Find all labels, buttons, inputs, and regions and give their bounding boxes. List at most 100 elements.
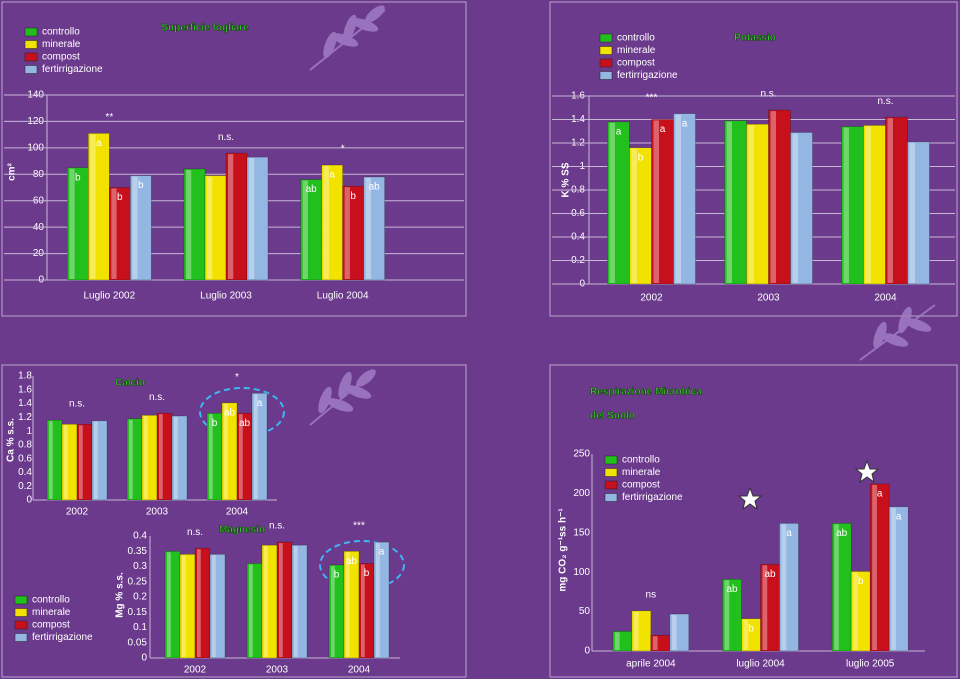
- bar-shine: [781, 524, 787, 650]
- x-tick-label: 2003: [266, 665, 289, 676]
- y-tick-label: 1.4: [18, 398, 32, 409]
- chart-title: Calcio: [115, 378, 145, 389]
- bar-shine: [228, 154, 234, 279]
- bar-shine: [264, 546, 268, 657]
- bar-shine: [724, 580, 730, 650]
- y-tick-label: 0.35: [128, 546, 148, 557]
- y-axis-label: K % SS: [561, 162, 572, 197]
- significance-letter: a: [379, 547, 385, 558]
- panel: [1, 364, 467, 678]
- bar: [209, 553, 226, 659]
- significance-letter: b: [638, 152, 644, 163]
- legend-swatch: [604, 455, 618, 465]
- bar-shine: [675, 114, 681, 283]
- y-axis-label: Mg % s.s.: [115, 572, 126, 618]
- significance-label: ns: [646, 589, 657, 600]
- chart-title: Potassio: [734, 33, 776, 44]
- bar-shine: [671, 614, 677, 650]
- x-tick-label: Luglio 2002: [83, 291, 135, 302]
- star-icon: [737, 486, 763, 511]
- significance-letter: a: [616, 126, 622, 137]
- bar-shine: [344, 187, 350, 279]
- legend-label: minerale: [617, 45, 656, 56]
- y-tick-label: 0.2: [18, 481, 32, 492]
- bar: [779, 523, 799, 652]
- chart-title: del Suolo: [590, 411, 635, 422]
- legend-label: minerale: [32, 607, 71, 618]
- significance-letter: ab: [764, 569, 776, 580]
- legend-label: minerale: [622, 467, 661, 478]
- y-axis-label: Ca % s.s.: [6, 418, 17, 462]
- y-tick-label: 1.6: [18, 384, 32, 395]
- bar-shine: [302, 180, 308, 279]
- bar-shine: [249, 158, 255, 279]
- bar-shine: [614, 632, 620, 650]
- legend-label: fertirrigazione: [42, 64, 103, 75]
- significance-label: n.s.: [149, 392, 165, 403]
- bar-shine: [743, 619, 749, 650]
- x-tick-label: Luglio 2003: [200, 291, 252, 302]
- legend-label: compost: [622, 480, 660, 491]
- bar-shine: [279, 543, 283, 657]
- bar-shine: [209, 414, 213, 499]
- significance-label: n.s.: [877, 96, 893, 107]
- bar-shine: [331, 565, 335, 657]
- x-tick-label: aprile 2004: [626, 659, 676, 670]
- bar-shine: [174, 416, 178, 499]
- panel: [1, 1, 467, 317]
- bar-shine: [144, 416, 148, 499]
- bar-shine: [239, 414, 243, 499]
- y-tick-label: 0.25: [128, 576, 148, 587]
- bar-shine: [79, 425, 83, 499]
- y-tick-label: 200: [573, 488, 590, 499]
- panel: [549, 364, 958, 678]
- y-tick-label: 1: [26, 426, 32, 437]
- legend-swatch: [24, 65, 38, 74]
- star-icon: [854, 459, 880, 484]
- legend-label: compost: [32, 620, 70, 631]
- bar-shine: [653, 120, 659, 283]
- bar-shine: [224, 403, 228, 499]
- y-tick-label: 0.4: [18, 467, 32, 478]
- y-tick-label: 0.15: [128, 607, 148, 618]
- y-tick-label: 250: [573, 449, 590, 460]
- x-tick-label: luglio 2005: [846, 659, 895, 670]
- legend-label: controllo: [622, 455, 660, 466]
- significance-letter: b: [117, 192, 123, 203]
- bar-shine: [294, 546, 298, 657]
- legend-label: compost: [42, 52, 80, 63]
- y-tick-label: 1.8: [18, 371, 32, 382]
- significance-letter: ab: [369, 182, 381, 193]
- bar-shine: [186, 170, 192, 279]
- legend-label: minerale: [42, 39, 81, 50]
- bar-shine: [207, 176, 213, 279]
- significance-label: n.s.: [269, 521, 285, 532]
- bar: [790, 132, 813, 285]
- bar-shine: [652, 636, 658, 650]
- significance-letter: a: [896, 511, 902, 522]
- bar-shine: [249, 564, 253, 657]
- bar-shine: [762, 565, 768, 650]
- chart-title: Superficie fogliare: [161, 23, 249, 34]
- bar: [907, 141, 930, 285]
- bar: [722, 578, 742, 652]
- legend-swatch: [604, 480, 618, 490]
- y-tick-label: 150: [573, 527, 590, 538]
- bar-shine: [872, 484, 877, 650]
- bar-shine: [212, 555, 216, 657]
- bar-shine: [365, 177, 371, 279]
- significance-letter: b: [212, 418, 218, 429]
- y-axis-label: cm²: [7, 162, 18, 180]
- significance-letter: a: [877, 489, 883, 500]
- bar-shine: [843, 127, 849, 283]
- bar-shine: [111, 188, 117, 279]
- leaf-decoration: [309, 5, 386, 71]
- leaf-decoration: [859, 304, 936, 361]
- y-tick-label: 0.1: [133, 622, 147, 633]
- significance-letter: b: [138, 180, 144, 191]
- significance-letter: b: [858, 576, 864, 587]
- bar-shine: [254, 394, 258, 499]
- bar-shine: [376, 543, 380, 657]
